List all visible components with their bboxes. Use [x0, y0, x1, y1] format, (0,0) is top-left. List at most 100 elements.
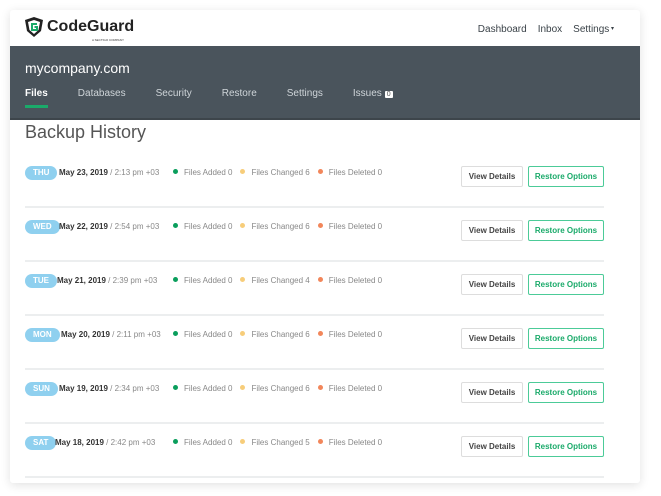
tab-databases[interactable]: Databases	[77, 88, 126, 99]
time-text: / 2:11 pm +03	[109, 330, 161, 339]
nav-inbox[interactable]: Inbox	[537, 24, 563, 35]
time-text: / 2:39 pm +03	[105, 276, 158, 285]
yellow-dot-icon	[240, 331, 246, 336]
orange-dot-icon	[317, 385, 323, 390]
tab-issues-label: Issues	[352, 88, 382, 99]
day-badge: TUE	[25, 274, 57, 288]
time-text: / 2:34 pm +03	[107, 384, 160, 393]
view-details-button[interactable]: View Details	[461, 166, 523, 187]
green-dot-icon	[173, 439, 178, 444]
file-stats: Files Added 0 Files Changed 4 Files Dele…	[173, 276, 382, 285]
files-changed: Files Changed 5	[240, 438, 310, 447]
view-details-button[interactable]: View Details	[461, 328, 523, 349]
files-added-text: Files Added 0	[184, 384, 233, 393]
files-changed: Files Changed 6	[240, 168, 310, 177]
view-details-button[interactable]: View Details	[461, 274, 523, 295]
tab-issues[interactable]: Issues 0	[353, 88, 393, 108]
files-added: Files Added 0	[173, 384, 232, 393]
tab-files[interactable]: Files	[25, 88, 48, 108]
files-changed-text: Files Changed 6	[251, 330, 310, 339]
restore-options-button[interactable]: Restore Options	[528, 274, 604, 295]
logo[interactable]: CodeGuard A SECTIGO COMPANY	[24, 16, 135, 42]
green-dot-icon	[173, 385, 178, 390]
issues-count-badge: 0	[384, 91, 393, 98]
site-name: mycompany.com	[25, 60, 130, 76]
files-deleted-text: Files Deleted 0	[328, 330, 383, 339]
site-tabs: Files Databases Security Restore Setting…	[25, 88, 423, 108]
files-added: Files Added 0	[173, 438, 232, 447]
files-changed: Files Changed 6	[240, 384, 310, 393]
date-text: May 18, 2019	[55, 438, 104, 447]
files-deleted-text: Files Deleted 0	[328, 222, 383, 231]
logo-text: CodeGuard	[47, 18, 135, 35]
files-added-text: Files Added 0	[184, 330, 233, 339]
files-deleted-text: Files Deleted 0	[328, 438, 383, 447]
orange-dot-icon	[317, 277, 323, 282]
view-details-button[interactable]: View Details	[461, 382, 523, 403]
files-deleted: Files Deleted 0	[317, 222, 383, 231]
restore-options-button[interactable]: Restore Options	[528, 382, 604, 403]
day-badge: SUN	[25, 382, 58, 396]
files-deleted: Files Deleted 0	[317, 438, 383, 447]
files-deleted: Files Deleted 0	[317, 168, 382, 177]
backup-row: SUN May 19, 2019 / 2:34 pm +03 Files Add…	[25, 370, 604, 424]
page-title: Backup History	[25, 122, 147, 142]
tab-restore[interactable]: Restore	[221, 88, 257, 99]
files-deleted-text: Files Deleted 0	[328, 384, 383, 393]
date-text: May 20, 2019	[61, 330, 110, 339]
nav-settings[interactable]: Settings ▾	[573, 24, 614, 35]
backup-row: TUE May 21, 2019 / 2:39 pm +03 Files Add…	[25, 262, 604, 316]
files-changed-text: Files Changed 4	[251, 276, 310, 285]
restore-options-button[interactable]: Restore Options	[528, 436, 604, 457]
backup-date: May 20, 2019 / 2:11 pm +03	[61, 330, 161, 339]
orange-dot-icon	[317, 331, 323, 336]
top-nav: Dashboard Inbox Settings ▾	[478, 24, 614, 35]
yellow-dot-icon	[240, 277, 246, 282]
yellow-dot-icon	[240, 223, 246, 228]
app-window: CodeGuard A SECTIGO COMPANY Dashboard In…	[10, 10, 640, 483]
yellow-dot-icon	[240, 439, 246, 444]
files-deleted: Files Deleted 0	[317, 330, 383, 339]
day-badge: MON	[25, 328, 60, 342]
backup-date: May 18, 2019 / 2:42 pm +03	[55, 438, 155, 447]
backup-row: THU May 23, 2019 / 2:13 pm +03 Files Add…	[25, 154, 604, 208]
restore-options-button[interactable]: Restore Options	[528, 220, 604, 241]
files-changed-text: Files Changed 6	[251, 168, 310, 177]
files-changed: Files Changed 6	[240, 330, 310, 339]
date-text: May 21, 2019	[57, 276, 106, 285]
files-added-text: Files Added 0	[184, 222, 233, 231]
file-stats: Files Added 0 Files Changed 6 Files Dele…	[173, 330, 382, 339]
day-badge: WED	[25, 220, 60, 234]
files-added: Files Added 0	[173, 330, 232, 339]
files-changed: Files Changed 6	[240, 222, 310, 231]
files-changed-text: Files Changed 6	[251, 384, 310, 393]
backup-list: THU May 23, 2019 / 2:13 pm +03 Files Add…	[25, 154, 604, 478]
files-deleted: Files Deleted 0	[317, 276, 383, 285]
nav-dashboard[interactable]: Dashboard	[477, 24, 527, 35]
top-bar: CodeGuard A SECTIGO COMPANY Dashboard In…	[10, 10, 640, 46]
backup-date: May 21, 2019 / 2:39 pm +03	[57, 276, 157, 285]
restore-options-button[interactable]: Restore Options	[528, 166, 604, 187]
files-deleted-text: Files Deleted 0	[328, 276, 383, 285]
nav-settings-label: Settings	[573, 24, 610, 35]
backup-row: SAT May 18, 2019 / 2:42 pm +03 Files Add…	[25, 424, 604, 478]
backup-date: May 23, 2019 / 2:13 pm +03	[59, 168, 159, 177]
tab-security[interactable]: Security	[155, 88, 192, 99]
files-changed: Files Changed 4	[240, 276, 310, 285]
green-dot-icon	[173, 223, 178, 228]
green-dot-icon	[173, 277, 178, 282]
tab-settings[interactable]: Settings	[286, 88, 323, 99]
backup-row: MON May 20, 2019 / 2:11 pm +03 Files Add…	[25, 316, 604, 370]
date-text: May 19, 2019	[59, 384, 108, 393]
file-stats: Files Added 0 Files Changed 6 Files Dele…	[173, 168, 382, 177]
green-dot-icon	[173, 169, 178, 174]
file-stats: Files Added 0 Files Changed 5 Files Dele…	[173, 438, 382, 447]
day-badge: THU	[25, 166, 58, 180]
date-text: May 23, 2019	[59, 168, 108, 177]
restore-options-button[interactable]: Restore Options	[528, 328, 604, 349]
shield-logo-icon	[25, 17, 43, 37]
date-text: May 22, 2019	[59, 222, 108, 231]
backup-date: May 22, 2019 / 2:54 pm +03	[59, 222, 159, 231]
view-details-button[interactable]: View Details	[461, 220, 523, 241]
view-details-button[interactable]: View Details	[461, 436, 523, 457]
